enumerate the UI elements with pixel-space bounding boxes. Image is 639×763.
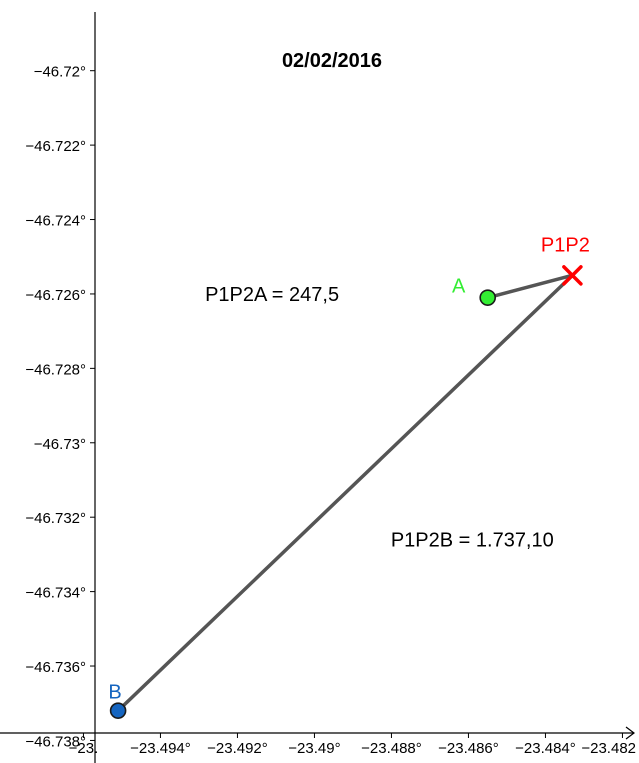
x-tick-label: −23.486° — [438, 740, 499, 757]
x-axis-arrow-icon — [625, 726, 635, 740]
y-tick-label: −46.73° — [34, 436, 86, 453]
x-tick-label: −23.482 — [581, 740, 636, 757]
y-tick-label: −46.734° — [25, 585, 86, 602]
segment-p1p2-b — [116, 273, 575, 713]
y-tick-labels: −46.72° −46.722° −46.724° −46.726° −46.728° −… — [25, 64, 95, 750]
x-tick-label: −23.49° — [288, 740, 340, 757]
point-label-p1p2: P1P2 — [541, 234, 590, 256]
distance-label: P1P2B = 1.737,10 — [391, 530, 554, 552]
y-tick-label: −46.722° — [25, 138, 86, 155]
point-p1p2-cross-icon — [562, 265, 583, 286]
y-tick-label: −46.726° — [25, 287, 86, 304]
y-tick-label: −46.738° — [25, 733, 86, 750]
y-tick-label: −46.728° — [25, 361, 86, 378]
y-tick-label: −46.732° — [25, 510, 86, 527]
annotations: P1P2A = 247,5 P1P2B = 1.737,10 — [205, 284, 554, 552]
x-tick-label: −23.492° — [207, 740, 268, 757]
segments — [116, 273, 575, 713]
y-tick-label: −46.724° — [25, 213, 86, 230]
x-tick-labels: −23. −23.494° −23.492° −23.49° −23.488° −23.4… — [69, 733, 636, 757]
x-tick-label: −23. — [69, 740, 99, 757]
point-a — [479, 289, 497, 306]
point-label-a: A — [452, 276, 466, 298]
y-tick-label: −46.736° — [25, 659, 86, 676]
segment-p1p2-a — [485, 273, 575, 300]
point-label-b: B — [108, 682, 121, 704]
x-tick-label: −23.484° — [515, 740, 576, 757]
points: A P1P2 B — [108, 234, 590, 719]
distance-label: P1P2A = 247,5 — [205, 284, 339, 306]
y-tick-label: −46.72° — [34, 64, 86, 81]
point-b — [109, 702, 127, 719]
page-title: 02/02/2016 — [282, 50, 382, 72]
x-tick-label: −23.488° — [361, 740, 422, 757]
x-tick-label: −23.494° — [130, 740, 191, 757]
